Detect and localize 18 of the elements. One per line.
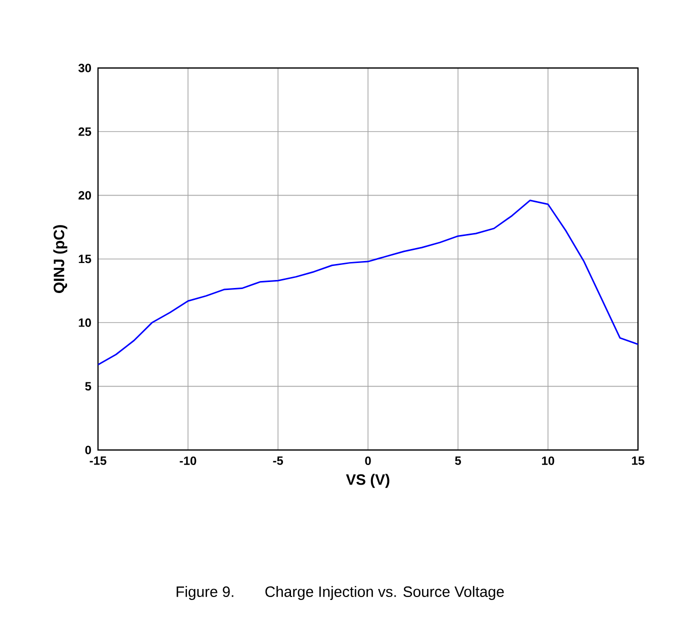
y-tick-label: 10 (78, 318, 91, 327)
x-tick-label: 0 (365, 456, 371, 466)
x-tick-label: 10 (542, 456, 554, 466)
x-tick-label: -5 (273, 456, 283, 465)
y-tick-label: 0 (85, 446, 91, 454)
x-tick-label: -10 (180, 456, 196, 466)
x-tick-label: 5 (455, 456, 461, 465)
y-tick-label: 25 (78, 127, 92, 136)
x-axis-title: VS (V) (346, 474, 390, 488)
line-series (98, 200, 638, 366)
x-tick-label: -15 (90, 456, 106, 465)
y-axis-title: QINJ (pC) (53, 225, 68, 293)
y-tick-label: 5 (85, 382, 92, 390)
y-tick-label: 15 (78, 254, 92, 264)
y-tick-label: 20 (78, 191, 91, 200)
x-tick-label: 15 (632, 456, 644, 465)
y-tick-label: 30 (78, 64, 91, 72)
caption: Figure 9. Charge Injection vs. Source Voltage (176, 586, 504, 600)
